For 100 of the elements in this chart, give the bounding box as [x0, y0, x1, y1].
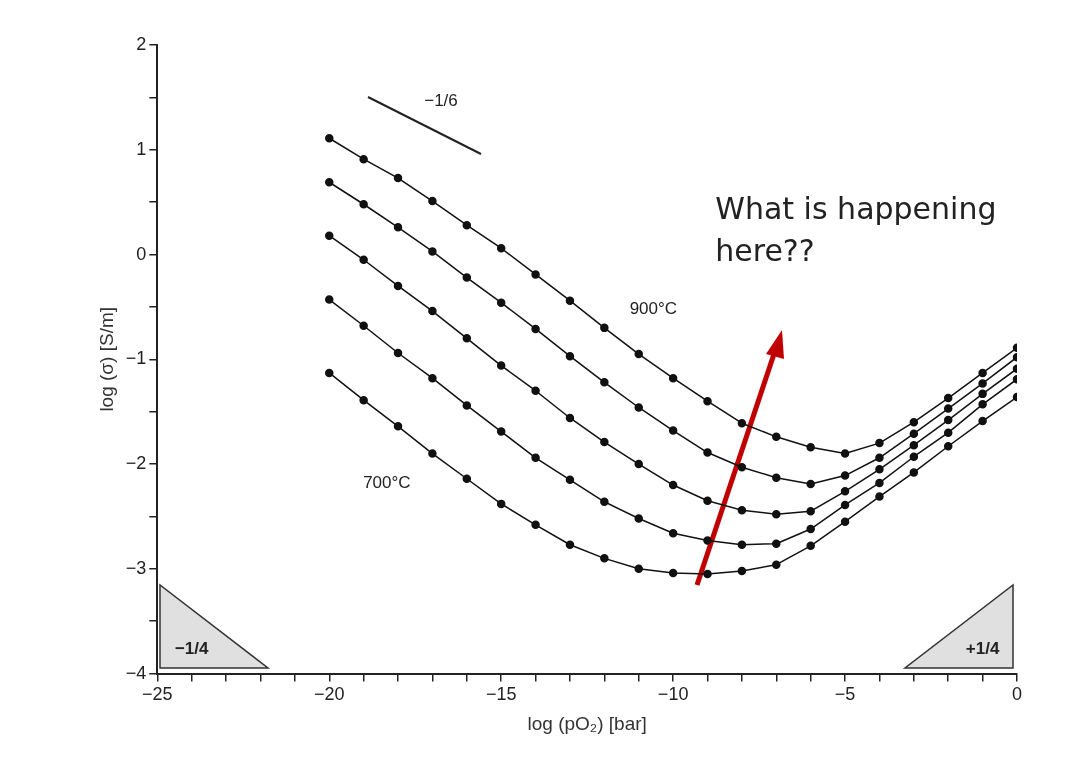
- point: [840, 471, 850, 480]
- x-tick-label: 0: [1011, 684, 1023, 705]
- point: [943, 415, 953, 425]
- point: [428, 306, 437, 316]
- point: [737, 462, 747, 472]
- x-tick-label: −25: [142, 684, 173, 705]
- point: [462, 334, 472, 343]
- point: [496, 427, 506, 436]
- point: [462, 401, 472, 410]
- point: [462, 273, 472, 282]
- point: [531, 386, 540, 395]
- point: [428, 196, 437, 206]
- point: [531, 324, 540, 334]
- point: [978, 379, 987, 388]
- y-tick-label: −2: [125, 453, 147, 474]
- point: [600, 378, 609, 387]
- point: [359, 321, 368, 331]
- point: [325, 231, 334, 240]
- y-tick-label: 2: [136, 33, 147, 54]
- point: [462, 220, 472, 230]
- annotation: What is happening here??: [715, 190, 997, 268]
- point: [600, 323, 609, 333]
- point: [496, 499, 506, 509]
- point: [565, 475, 575, 485]
- point: [668, 373, 678, 383]
- point: [772, 432, 781, 442]
- point: [325, 295, 334, 304]
- point: [943, 404, 953, 413]
- point: [737, 418, 747, 428]
- point: [909, 440, 919, 450]
- point: [531, 453, 540, 463]
- point: [600, 554, 609, 563]
- point: [565, 413, 575, 423]
- point: [325, 133, 334, 143]
- point: [393, 223, 403, 232]
- point: [496, 361, 506, 370]
- point: [978, 400, 987, 409]
- point: [565, 351, 575, 361]
- annotation: 900°C: [629, 298, 678, 318]
- point: [806, 506, 815, 516]
- point: [840, 517, 850, 526]
- point: [737, 566, 747, 576]
- point: [737, 540, 747, 549]
- point: [325, 177, 334, 187]
- point: [943, 442, 953, 451]
- point: [565, 296, 575, 305]
- point: [600, 497, 609, 507]
- point: [806, 541, 815, 551]
- point: [840, 500, 850, 510]
- annotation: −1/4: [174, 639, 210, 659]
- point: [806, 479, 815, 489]
- point: [462, 474, 472, 483]
- x-axis-title: log (pO₂) [bar]: [527, 712, 647, 734]
- point: [531, 270, 540, 279]
- point: [668, 528, 678, 538]
- point: [634, 514, 643, 523]
- point: [875, 492, 884, 501]
- annotation: −1/6: [424, 90, 458, 110]
- point: [840, 449, 850, 458]
- point: [359, 255, 368, 265]
- point: [943, 428, 953, 437]
- point: [359, 200, 368, 209]
- point: [393, 348, 403, 358]
- point: [634, 459, 643, 469]
- point: [393, 281, 403, 291]
- x-tick-label: −5: [834, 684, 856, 705]
- annotation: +1/4: [965, 639, 1000, 659]
- point: [634, 403, 643, 412]
- y-axis-title: log (σ) [S/m]: [95, 306, 117, 412]
- point: [668, 426, 678, 435]
- point: [875, 465, 884, 474]
- point: [565, 540, 575, 549]
- annotation: 700°C: [363, 472, 411, 492]
- x-tick-label: −15: [485, 684, 517, 705]
- point: [772, 510, 781, 519]
- point: [875, 478, 884, 488]
- point: [978, 389, 987, 399]
- point: [737, 505, 747, 515]
- point: [978, 416, 987, 426]
- point: [909, 429, 919, 438]
- point: [909, 468, 919, 477]
- point: [703, 396, 712, 406]
- point: [978, 368, 987, 378]
- point: [772, 473, 781, 482]
- point: [634, 564, 643, 574]
- point: [703, 448, 712, 457]
- point: [875, 453, 884, 463]
- point: [668, 568, 678, 578]
- point: [600, 437, 609, 447]
- point: [634, 349, 643, 359]
- point: [668, 480, 678, 490]
- point: [359, 395, 368, 405]
- point: [909, 417, 919, 427]
- y-tick-label: −1: [125, 348, 147, 369]
- point: [772, 539, 781, 548]
- x-tick-label: −10: [657, 684, 689, 705]
- point: [806, 524, 815, 534]
- point: [806, 443, 815, 452]
- point: [909, 452, 919, 461]
- point: [703, 536, 712, 545]
